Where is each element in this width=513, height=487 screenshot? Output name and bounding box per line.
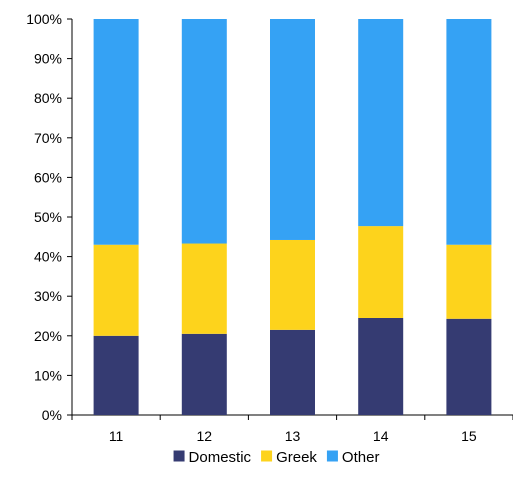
x-tick-label: 15 bbox=[461, 428, 477, 444]
bar-domestic-12 bbox=[181, 333, 227, 415]
x-tick-label: 12 bbox=[197, 428, 213, 444]
y-tick-label: 50% bbox=[34, 209, 62, 225]
bar-domestic-15 bbox=[446, 318, 492, 415]
bar-greek-13 bbox=[270, 239, 315, 330]
y-tick-label: 0% bbox=[42, 407, 62, 423]
bar-greek-15 bbox=[446, 244, 492, 319]
bar-other-12 bbox=[181, 19, 227, 244]
legend-label: Domestic bbox=[189, 449, 252, 466]
bar-domestic-14 bbox=[358, 317, 404, 415]
bar-greek-14 bbox=[358, 226, 404, 318]
y-tick-label: 30% bbox=[34, 288, 62, 304]
legend-swatch bbox=[261, 450, 273, 462]
legend-label: Other bbox=[342, 449, 380, 466]
y-tick-label: 80% bbox=[34, 90, 62, 106]
y-axis: 0% 10% 20% 30% 40% 50% 60% 70% 80% 90% 100% bbox=[26, 11, 73, 423]
bar-other-14 bbox=[358, 19, 404, 227]
bars bbox=[93, 19, 492, 415]
y-tick-label: 100% bbox=[26, 11, 62, 27]
bar-domestic-11 bbox=[93, 335, 139, 415]
x-axis: 11 12 13 14 15 bbox=[71, 414, 513, 444]
bar-greek-11 bbox=[93, 244, 139, 336]
y-tick-label: 70% bbox=[34, 130, 62, 146]
legend: Domestic Greek Other bbox=[173, 449, 380, 466]
legend-swatch bbox=[326, 450, 338, 462]
legend-swatch bbox=[173, 450, 185, 462]
legend-item-domestic: Domestic bbox=[173, 449, 252, 466]
x-tick-label: 13 bbox=[285, 428, 301, 444]
y-tick-label: 10% bbox=[34, 367, 62, 383]
legend-item-greek: Greek bbox=[261, 449, 317, 466]
bar-greek-12 bbox=[181, 243, 227, 334]
bar-other-13 bbox=[270, 19, 315, 240]
y-tick-label: 20% bbox=[34, 328, 62, 344]
y-tick-label: 60% bbox=[34, 169, 62, 185]
x-tick-label: 11 bbox=[109, 428, 124, 444]
bar-domestic-13 bbox=[270, 329, 315, 415]
bar-other-11 bbox=[93, 19, 139, 245]
x-tick-label: 14 bbox=[373, 428, 389, 444]
bar-other-15 bbox=[446, 19, 492, 245]
legend-item-other: Other bbox=[326, 449, 380, 466]
y-tick-label: 90% bbox=[34, 51, 62, 67]
legend-label: Greek bbox=[276, 449, 317, 466]
y-tick-label: 40% bbox=[34, 249, 62, 265]
